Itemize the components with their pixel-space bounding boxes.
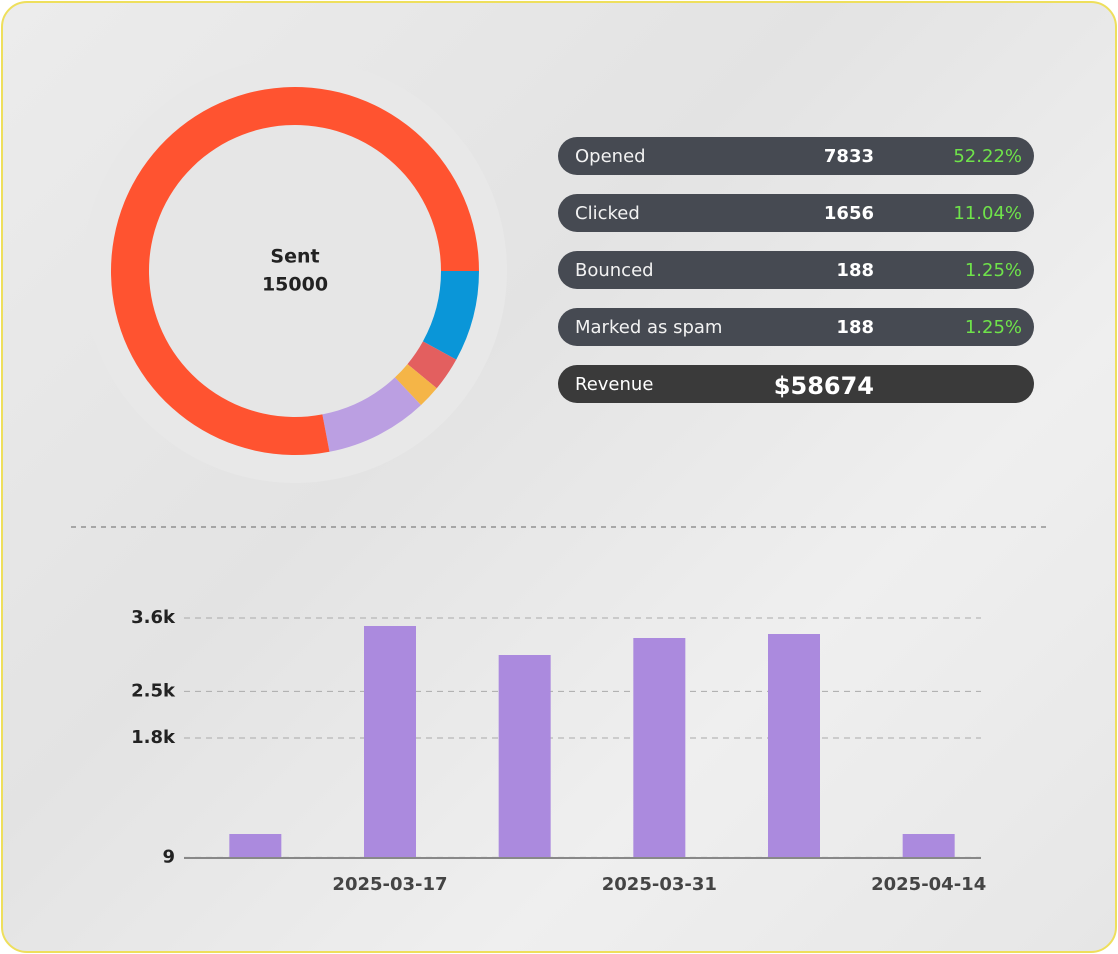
x-tick-label: 2025-03-31	[602, 874, 717, 895]
stat-name: Bounced	[575, 260, 654, 281]
stat-row	[558, 194, 1034, 232]
y-tick-label: 2.5k	[131, 680, 176, 701]
revenue-value: $58674	[774, 372, 874, 400]
dashboard: Sent 15000 Opened 7833 52.22% Clicked 1656 11…	[71, 59, 1049, 895]
x-tick-label: 2025-04-14	[871, 874, 986, 895]
stat-row	[558, 137, 1034, 175]
stat-name: Clicked	[575, 203, 640, 224]
stat-count: 1656	[824, 203, 874, 224]
bar	[768, 634, 820, 858]
bar	[364, 626, 416, 858]
stat-count: 188	[836, 317, 874, 338]
stat-count: 188	[836, 260, 874, 281]
donut-segment	[407, 341, 457, 389]
y-tick-label: 1.8k	[131, 727, 176, 748]
bar	[229, 834, 282, 858]
donut-segment	[422, 271, 479, 360]
stat-name: Opened	[575, 146, 646, 167]
donut-segment	[394, 364, 437, 406]
x-tick-label: 2025-03-17	[332, 874, 447, 895]
y-tick-label: 3.6k	[131, 607, 176, 628]
donut-center-value: 15000	[262, 274, 328, 296]
stat-percent: 11.04%	[953, 203, 1022, 224]
revenue-name: Revenue	[575, 374, 653, 395]
donut-segment	[322, 377, 421, 452]
stat-name: Marked as spam	[575, 317, 722, 338]
stat-count: 7833	[824, 146, 874, 167]
donut-center-label: Sent	[270, 246, 319, 268]
bar	[902, 834, 955, 858]
stat-percent: 1.25%	[965, 260, 1022, 281]
revenue-row	[558, 365, 1034, 403]
bar	[633, 638, 686, 858]
donut-segment	[111, 86, 479, 455]
stat-percent: 52.22%	[953, 146, 1022, 167]
stat-row	[558, 251, 1034, 289]
bar	[498, 655, 551, 858]
donut-hole	[149, 125, 441, 417]
stat-percent: 1.25%	[965, 317, 1022, 338]
y-tick-label: 9	[162, 846, 175, 867]
stat-row	[558, 308, 1034, 346]
